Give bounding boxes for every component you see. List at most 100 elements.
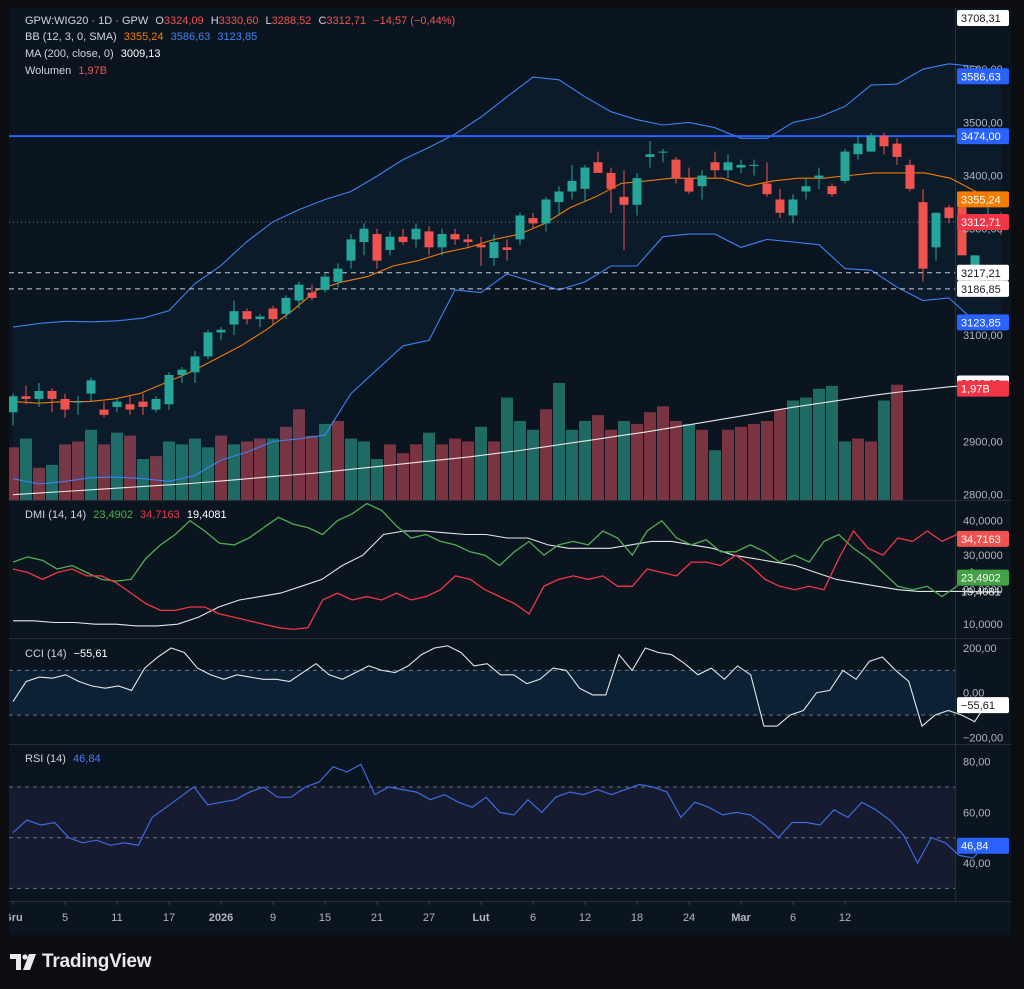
cci-legend[interactable]: CCI (14) −55,61 <box>25 647 112 661</box>
candle-body <box>606 172 616 189</box>
cci-band-fill <box>9 670 955 715</box>
volume-bar <box>696 429 708 500</box>
dmi-axis-tick: 10,0000 <box>963 619 1003 631</box>
volume-bar <box>98 444 110 500</box>
candle-body <box>697 175 707 187</box>
rsi-tag: 46,84 <box>961 841 989 853</box>
volume-bar <box>683 423 695 500</box>
price-label-bg <box>957 10 1009 26</box>
candle-body <box>541 199 551 224</box>
rsi-legend[interactable]: RSI (14) 46,84 <box>25 752 105 766</box>
candle-body <box>931 212 941 248</box>
dmi-minus-tag-bg <box>957 530 1009 547</box>
price-label-bg <box>957 280 1009 297</box>
candle-body <box>645 154 655 157</box>
candle-body <box>385 236 395 251</box>
candle-body <box>489 242 499 258</box>
volume-bar <box>85 429 97 500</box>
volume-bar <box>137 459 149 500</box>
rsi-axis-tick: 80,00 <box>963 757 991 769</box>
candle-body <box>775 199 785 213</box>
candle-body <box>476 244 486 248</box>
tradingview-logo[interactable]: TradingView <box>10 948 152 976</box>
low-label: L <box>265 15 272 27</box>
candle-body <box>567 180 577 192</box>
cci-line <box>12 645 1002 728</box>
time-axis-label: 2026 <box>209 912 233 924</box>
dmi-legend[interactable]: DMI (14, 14) 23,4902 34,7163 19,4081 <box>25 508 231 522</box>
rsi-value: 46,84 <box>73 753 101 765</box>
time-axis-label: 6 <box>530 912 536 924</box>
open-value: 3324,09 <box>163 15 204 27</box>
candle-body <box>450 234 460 240</box>
candle-body <box>528 218 538 224</box>
close-value: 3312,71 <box>326 15 367 27</box>
chart-svg[interactable]: 2800,002900,003000,003100,003200,003300,… <box>3 8 1011 935</box>
volume-bar <box>826 385 838 500</box>
time-axis-label: 17 <box>163 912 175 924</box>
volume-bar <box>124 435 136 500</box>
price-label-bg <box>957 380 1009 397</box>
volume-bar <box>436 444 448 500</box>
price-axis-tick: 3500,00 <box>963 117 1003 129</box>
volume-bar <box>150 456 162 500</box>
bb-lower-value: 3123,85 <box>217 31 258 43</box>
candle-body <box>372 234 382 261</box>
volume-bar <box>618 420 630 500</box>
time-axis-label: Lut <box>472 912 489 924</box>
time-axis-label: Gru <box>9 912 23 924</box>
candle-body <box>749 164 759 166</box>
volume-bar <box>579 420 591 500</box>
cci-legend-label: CCI (14) <box>25 648 67 660</box>
volume-bar <box>488 441 500 500</box>
tradingview-logo-text: TradingView <box>42 951 152 972</box>
volume-bar <box>566 429 578 500</box>
price-label-bg <box>957 213 1009 230</box>
candle-body <box>294 284 304 301</box>
volume-bar <box>709 450 721 500</box>
price-label: 3586,63 <box>961 71 1001 83</box>
candle-body <box>307 292 317 298</box>
volume-bar <box>839 441 851 500</box>
time-axis-label: 24 <box>683 912 695 924</box>
dmi-plus-line <box>12 502 1002 598</box>
candle-body <box>398 236 408 243</box>
candle-body <box>21 396 31 399</box>
volume-bar <box>410 444 422 500</box>
rsi-line <box>12 763 1002 865</box>
adx-line <box>13 530 1001 627</box>
volume-bar <box>748 423 760 500</box>
candle-body <box>151 398 161 410</box>
volume-bar <box>189 438 201 500</box>
price-label: 3186,85 <box>961 284 1001 296</box>
candle-body <box>736 164 746 168</box>
cci-axis-tick: 200,00 <box>963 643 997 655</box>
candle-body <box>125 404 135 410</box>
candle-body <box>437 234 447 248</box>
candle-body <box>346 239 356 261</box>
volume-legend[interactable]: Wolumen 1,97B <box>25 64 111 78</box>
candle-body <box>515 215 525 240</box>
volume-bar <box>657 406 669 500</box>
price-label-bg <box>957 128 1009 145</box>
volume-bar <box>397 453 409 500</box>
header-ohlc: GPW:WIG20 · 1D · GPW O3324,09 H3330,60 L… <box>25 14 459 28</box>
cci-tag: −55,61 <box>961 700 995 712</box>
bb-legend-label: BB (12, 3, 0, SMA) <box>25 31 117 43</box>
open-label: O <box>155 15 164 27</box>
volume-bar <box>7 447 19 500</box>
time-axis-label: 27 <box>423 912 435 924</box>
price-label: 3474,00 <box>961 131 1001 143</box>
time-axis-label: 12 <box>579 912 591 924</box>
symbol-text: GPW:WIG20 · 1D · GPW <box>25 15 149 27</box>
candle-body <box>684 178 694 192</box>
volume-bar <box>449 438 461 500</box>
candle-body <box>333 268 343 282</box>
price-label: 3355,24 <box>961 194 1001 206</box>
volume-bar <box>72 441 84 500</box>
candle-body <box>762 183 772 195</box>
price-label: 3708,31 <box>961 13 1001 25</box>
candle-body <box>957 207 967 256</box>
ma-legend[interactable]: MA (200, close, 0) 3009,13 <box>25 47 164 61</box>
bb-legend[interactable]: BB (12, 3, 0, SMA) 3355,24 3586,63 3123,… <box>25 30 261 44</box>
